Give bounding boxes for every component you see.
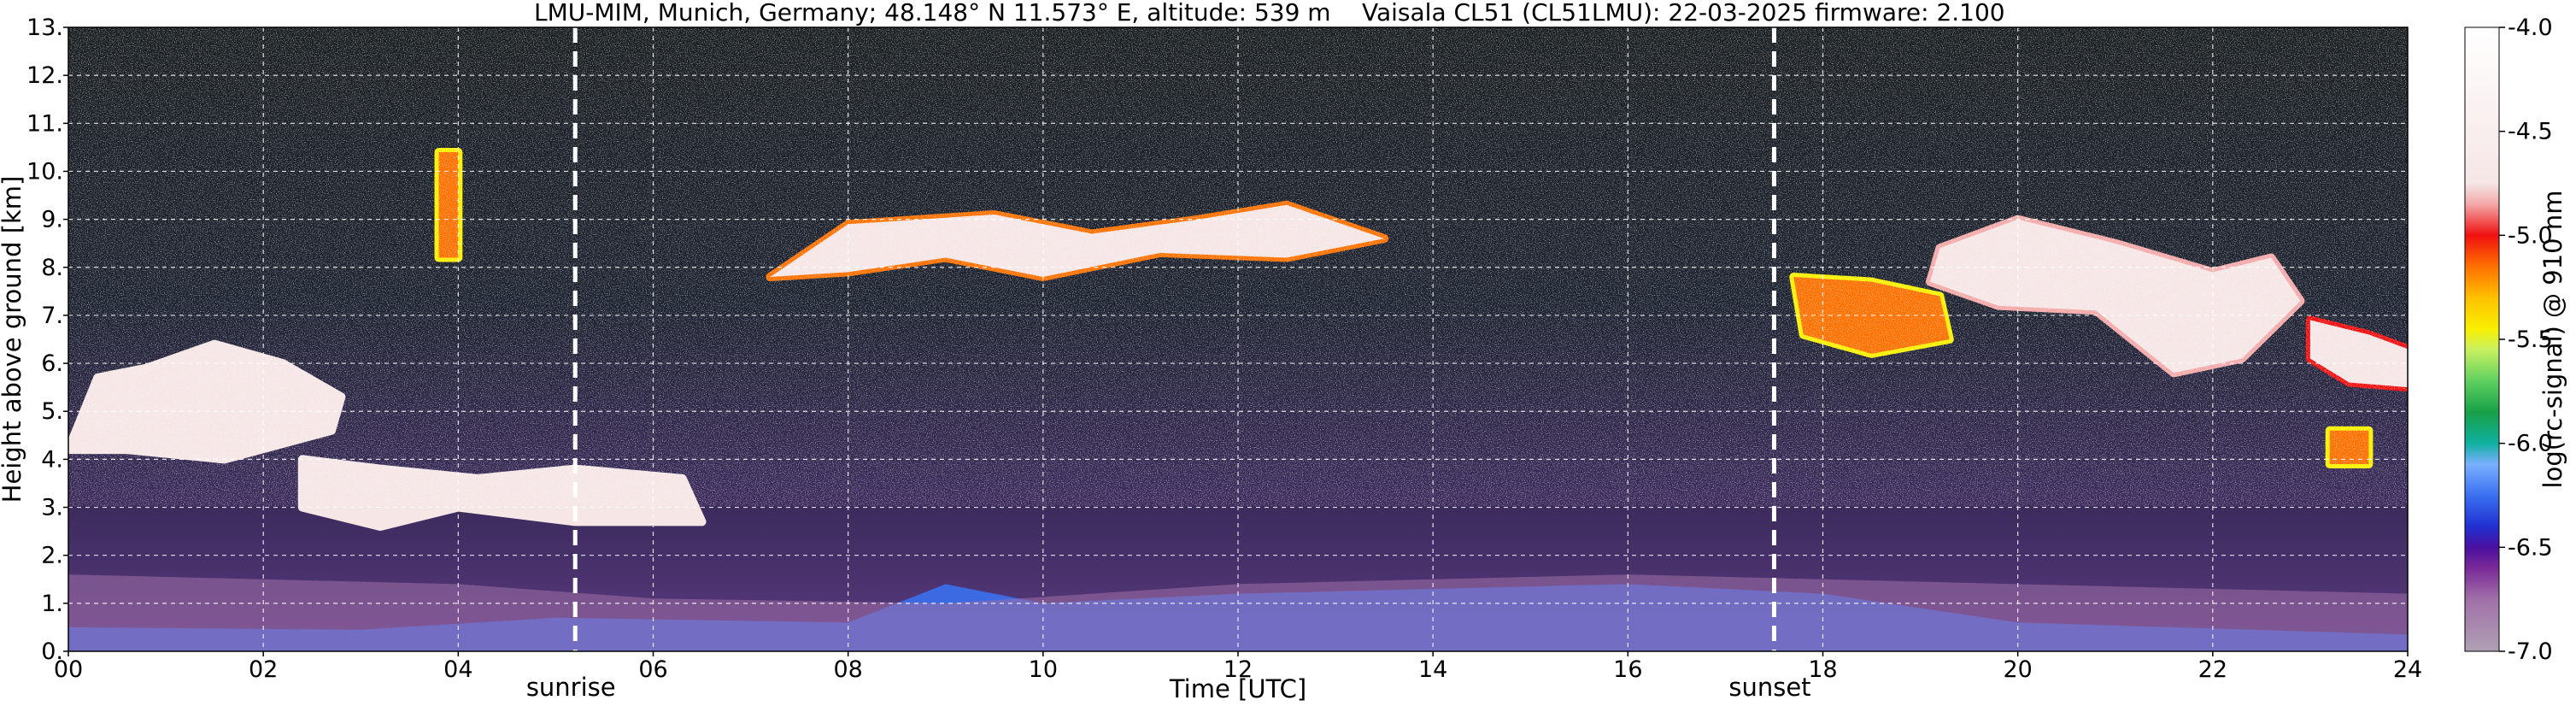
colorbar-ticks: -4.0 -4.5 -5.0 -5.5 -6.0 -6.5 -7.0 — [2499, 15, 2553, 665]
y-tick-label: 11. — [26, 110, 63, 137]
colorbar-gradient — [2464, 26, 2500, 652]
x-axis-label: Time [UTC] — [1169, 674, 1306, 703]
x-tick-label: 02 — [249, 656, 278, 683]
x-axis-ticks: 00 02 04 06 08 10 12 14 16 18 20 22 24 — [54, 651, 2422, 683]
y-tick-label: 9. — [41, 207, 63, 233]
y-tick-label: 5. — [41, 398, 63, 425]
x-tick-label: 18 — [1808, 656, 1837, 683]
y-tick-label: 8. — [41, 255, 63, 281]
y-axis-ticks: 0. 1. 2. 3. 4. 5. 6. 7. 8. 9. 10. 11. 12. 13. — [26, 15, 68, 665]
x-tick-label: 24 — [2393, 656, 2422, 683]
chart-title-left: LMU-MIM, Munich, Germany; 48.148° N 11.5… — [534, 0, 1331, 26]
y-tick-label: 10. — [26, 158, 63, 185]
x-tick-label: 14 — [1418, 656, 1447, 683]
sunset-label: sunset — [1728, 673, 1810, 702]
x-tick-label: 06 — [638, 656, 667, 683]
plot-area: sunrise sunset — [67, 26, 2409, 702]
y-tick-label: 4. — [41, 446, 63, 473]
chart-title-right: Vaisala CL51 (CL51LMU): 22-03-2025 firmw… — [1362, 0, 2005, 26]
x-tick-label: 08 — [833, 656, 862, 683]
sun-markers: sunrise sunset — [526, 27, 1811, 702]
y-tick-label: 7. — [41, 303, 63, 329]
colorbar-tick-label: -4.5 — [2508, 119, 2553, 145]
colorbar-tick-label: -6.0 — [2508, 431, 2553, 457]
grid-lines — [68, 27, 2408, 651]
colorbar-tick-label: -4.0 — [2508, 15, 2553, 41]
x-tick-label: 04 — [443, 656, 472, 683]
x-tick-label: 00 — [54, 656, 83, 683]
x-tick-label: 22 — [2198, 656, 2227, 683]
x-tick-label: 20 — [2003, 656, 2032, 683]
x-tick-label: 12 — [1223, 656, 1253, 683]
y-tick-label: 12. — [26, 62, 63, 89]
y-axis-label: Height above ground [km] — [0, 176, 26, 503]
colorbar-label: log(rc-signal) @ 910 nm — [2538, 191, 2567, 489]
y-tick-label: 0. — [41, 638, 63, 665]
colorbar-tick-label: -5.5 — [2508, 327, 2553, 353]
y-tick-label: 6. — [41, 350, 63, 377]
y-tick-label: 3. — [41, 495, 63, 521]
colorbar-tick-label: -6.5 — [2508, 534, 2553, 561]
x-tick-label: 10 — [1029, 656, 1058, 683]
colorbar-tick-label: -5.0 — [2508, 222, 2553, 249]
colorbar-tick-label: -7.0 — [2508, 638, 2553, 665]
y-tick-label: 13. — [26, 15, 63, 41]
x-tick-label: 16 — [1613, 656, 1642, 683]
colorbar: -4.0 -4.5 -5.0 -5.5 -6.0 -6.5 -7.0 log(rc-sign… — [2464, 15, 2567, 665]
y-tick-label: 1. — [41, 591, 63, 617]
sunrise-label: sunrise — [526, 673, 616, 702]
y-tick-label: 2. — [41, 543, 63, 569]
